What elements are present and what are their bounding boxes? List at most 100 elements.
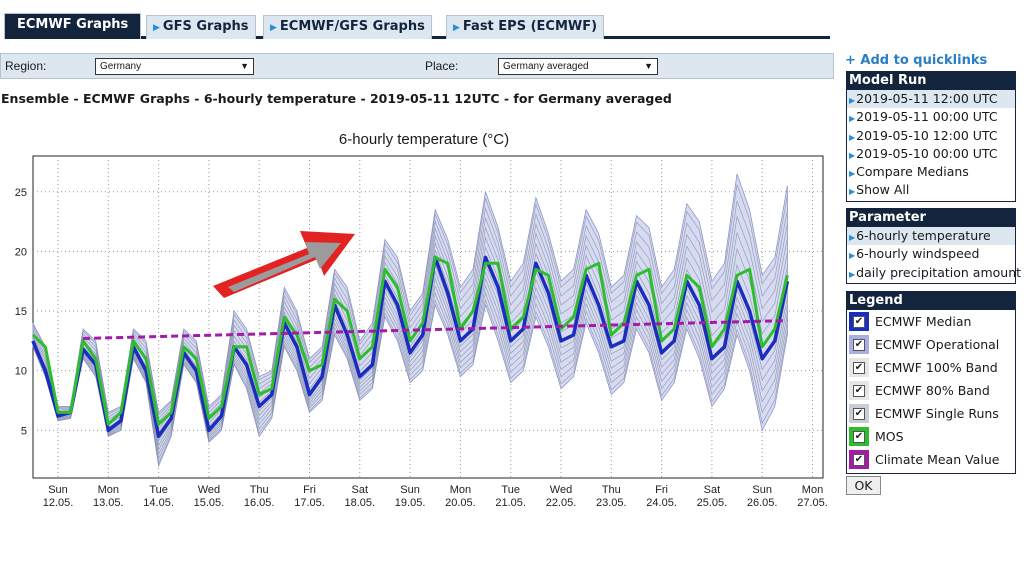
place-select-value: Germany averaged bbox=[503, 61, 589, 72]
legend-label: ECMWF 80% Band bbox=[875, 383, 990, 398]
x-tick-date-label: 26.05. bbox=[747, 497, 778, 509]
bullet-arrow-icon: ▶ bbox=[849, 269, 856, 279]
legend-label: ECMWF Single Runs bbox=[875, 406, 999, 421]
model-run-item[interactable]: ▶2019-05-11 00:00 UTC bbox=[849, 109, 998, 125]
checkbox-check-icon[interactable]: ✔ bbox=[853, 384, 865, 397]
x-tick-date-label: 27.05. bbox=[797, 497, 828, 509]
climate-mean-line bbox=[83, 319, 788, 340]
parameter-item[interactable]: ▶daily precipitation amount bbox=[849, 264, 1022, 280]
x-tick-day-label: Thu bbox=[602, 484, 621, 496]
x-tick-date-label: 12.05. bbox=[43, 497, 74, 509]
x-tick-day-label: Wed bbox=[198, 484, 220, 496]
x-tick-date-label: 17.05. bbox=[294, 497, 325, 509]
bullet-arrow-icon: ▶ bbox=[849, 169, 856, 179]
dropdown-caret-icon: ▼ bbox=[644, 61, 653, 71]
ensemble-single-run bbox=[32, 299, 788, 465]
legend-swatch: ✔ bbox=[849, 381, 869, 400]
model-run-item[interactable]: ▶2019-05-10 12:00 UTC bbox=[849, 127, 998, 143]
parameter-item[interactable]: ▶6-hourly temperature bbox=[847, 227, 1015, 246]
checkbox-check-icon[interactable]: ✔ bbox=[853, 361, 865, 374]
x-tick-day-label: Mon bbox=[802, 484, 823, 496]
place-select[interactable]: Germany averaged ▼ bbox=[498, 58, 658, 75]
x-tick-date-label: 22.05. bbox=[546, 497, 577, 509]
model-run-item[interactable]: ▶2019-05-10 00:00 UTC bbox=[849, 145, 998, 161]
bullet-arrow-icon: ▶ bbox=[849, 132, 856, 142]
tab-gfs-graphs[interactable]: ▶ GFS Graphs bbox=[146, 15, 256, 39]
x-tick-day-label: Thu bbox=[250, 484, 269, 496]
tab-fast-eps[interactable]: ▶ Fast EPS (ECMWF) bbox=[446, 15, 605, 39]
tab-bar: ECMWF Graphs ▶ GFS Graphs ▶ ECMWF/GFS Grap… bbox=[4, 13, 830, 39]
y-tick-label: 5 bbox=[21, 425, 27, 437]
x-tick-day-label: Mon bbox=[98, 484, 119, 496]
ensemble-100-band bbox=[32, 173, 788, 468]
chart-title: 6-hourly temperature (°C) bbox=[339, 131, 509, 148]
bullet-arrow-icon: ▶ bbox=[849, 233, 856, 242]
x-tick-day-label: Sat bbox=[704, 484, 721, 496]
plot-area: 510152025Sun12.05.Mon13.05.Tue14.05.Wed1… bbox=[15, 155, 828, 509]
model-run-panel: Model Run ▶2019-05-11 12:00 UTC ▶2019-05… bbox=[846, 71, 1016, 202]
legend-swatch: ✔ bbox=[849, 335, 869, 354]
tab-arrow-icon: ▶ bbox=[453, 23, 460, 33]
legend-item[interactable]: ✔ Climate Mean Value bbox=[847, 448, 1015, 471]
y-tick-label: 25 bbox=[15, 187, 27, 199]
legend-label: ECMWF Median bbox=[875, 314, 972, 329]
x-tick-date-label: 14.05. bbox=[143, 497, 174, 509]
tab-ecmwf-graphs[interactable]: ECMWF Graphs bbox=[4, 13, 142, 39]
legend-title: Legend bbox=[847, 292, 1015, 310]
checkbox-check-icon[interactable]: ✔ bbox=[853, 315, 865, 328]
place-label: Place: bbox=[425, 59, 459, 73]
parameter-panel: Parameter ▶6-hourly temperature ▶6-hourl… bbox=[846, 208, 1022, 284]
ensemble-single-run bbox=[32, 263, 788, 442]
bullet-arrow-icon: ▶ bbox=[849, 251, 856, 261]
legend-label: ECMWF 100% Band bbox=[875, 360, 998, 375]
add-to-quicklinks-link[interactable]: + Add to quicklinks bbox=[845, 53, 988, 68]
checkbox-check-icon[interactable]: ✔ bbox=[853, 430, 865, 443]
compare-medians-link[interactable]: ▶Compare Medians bbox=[849, 164, 969, 180]
region-select-value: Germany bbox=[100, 61, 142, 72]
ensemble-single-run bbox=[32, 284, 788, 456]
x-tick-day-label: Mon bbox=[450, 484, 471, 496]
checkbox-check-icon[interactable]: ✔ bbox=[853, 338, 865, 351]
y-tick-label: 15 bbox=[15, 306, 27, 318]
x-tick-date-label: 21.05. bbox=[495, 497, 526, 509]
ensemble-single-run bbox=[32, 291, 788, 460]
legend-label: ECMWF Operational bbox=[875, 337, 1000, 352]
x-tick-day-label: Tue bbox=[149, 484, 168, 496]
bullet-arrow-icon: ▶ bbox=[849, 114, 856, 124]
bullet-arrow-icon: ▶ bbox=[849, 187, 856, 197]
legend-item[interactable]: ✔ ECMWF 80% Band bbox=[847, 379, 1015, 402]
parameter-item[interactable]: ▶6-hourly windspeed bbox=[849, 246, 980, 262]
ensemble-single-run bbox=[32, 184, 788, 416]
legend-item[interactable]: ✔ ECMWF 100% Band bbox=[847, 356, 1015, 379]
ensemble-single-run bbox=[32, 277, 788, 451]
checkbox-check-icon[interactable]: ✔ bbox=[853, 407, 865, 420]
region-select[interactable]: Germany ▼ bbox=[95, 58, 254, 75]
model-run-title: Model Run bbox=[847, 72, 1015, 90]
x-tick-day-label: Fri bbox=[655, 484, 668, 496]
model-run-item[interactable]: ▶2019-05-11 12:00 UTC bbox=[847, 90, 1015, 109]
x-tick-date-label: 20.05. bbox=[445, 497, 476, 509]
legend-item[interactable]: ✔ ECMWF Median bbox=[847, 310, 1015, 333]
parameter-title: Parameter bbox=[847, 209, 1015, 227]
x-tick-day-label: Fri bbox=[303, 484, 316, 496]
x-tick-date-label: 15.05. bbox=[194, 497, 225, 509]
ecmwf-median-line bbox=[31, 255, 790, 439]
trend-arrow-annotation bbox=[213, 231, 355, 298]
ok-button[interactable]: OK bbox=[846, 476, 881, 495]
show-all-link[interactable]: ▶Show All bbox=[849, 182, 910, 198]
legend-item[interactable]: ✔ ECMWF Operational bbox=[847, 333, 1015, 356]
x-tick-date-label: 23.05. bbox=[596, 497, 627, 509]
legend-item[interactable]: ✔ MOS bbox=[847, 425, 1015, 448]
mos-line bbox=[31, 255, 789, 426]
page-subtitle: Ensemble - ECMWF Graphs - 6-hourly tempe… bbox=[1, 91, 672, 106]
legend-item[interactable]: ✔ ECMWF Single Runs bbox=[847, 402, 1015, 425]
legend-swatch: ✔ bbox=[849, 427, 869, 446]
checkbox-check-icon[interactable]: ✔ bbox=[853, 453, 865, 466]
region-bar: Region: Germany ▼ Place: Germany average… bbox=[0, 53, 834, 79]
tab-arrow-icon: ▶ bbox=[270, 23, 277, 33]
x-tick-date-label: 16.05. bbox=[244, 497, 275, 509]
dropdown-caret-icon: ▼ bbox=[240, 61, 249, 71]
tab-ecmwf-gfs-graphs[interactable]: ▶ ECMWF/GFS Graphs bbox=[263, 15, 432, 39]
x-tick-day-label: Sun bbox=[48, 484, 68, 496]
ensemble-single-run bbox=[32, 270, 788, 447]
